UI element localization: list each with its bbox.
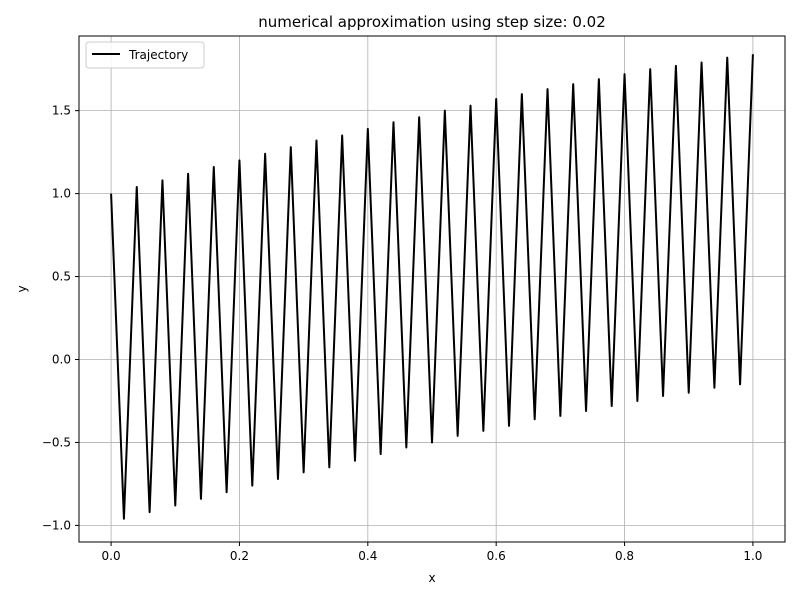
x-tick-label: 0.2: [230, 549, 249, 563]
plot-frame: [78, 35, 786, 543]
y-tick-label: 1.0: [52, 187, 71, 201]
x-tick-label: 1.0: [743, 549, 762, 563]
y-tick-label: 1.5: [52, 104, 71, 118]
y-tick-label: 0.5: [52, 270, 71, 284]
legend-box: [85, 41, 205, 69]
chart-title: numerical approximation using step size:…: [258, 13, 606, 31]
legend-label-trajectory: Trajectory: [128, 48, 188, 62]
x-tick-label: 0.8: [615, 549, 634, 563]
x-tick-label: 0.6: [487, 549, 506, 563]
ticks: 0.0 0.2 0.4 0.6 0.8 1.0 −1.0 −0.5 0.0 0.5 1.0 1.5: [42, 104, 763, 563]
y-tick-label: −1.0: [42, 518, 71, 532]
y-axis-label: y: [15, 285, 29, 292]
series-line-trajectory: [110, 54, 754, 520]
legend: Trajectory: [85, 41, 205, 69]
series-layer: [110, 54, 754, 520]
x-axis-label: x: [428, 571, 435, 585]
y-tick-label: −0.5: [42, 435, 71, 449]
x-tick-label: 0.4: [358, 549, 377, 563]
x-tick-label: 0.0: [102, 549, 121, 563]
y-tick-label: 0.0: [52, 353, 71, 367]
